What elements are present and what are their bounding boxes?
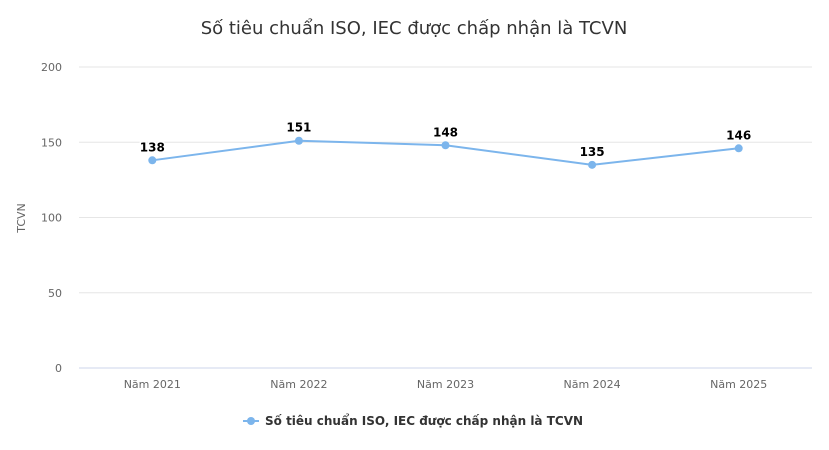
y-axis-label: TCVN — [15, 203, 28, 234]
legend[interactable]: Số tiêu chuẩn ISO, IEC được chấp nhận là… — [243, 413, 583, 428]
x-tick-label: Năm 2024 — [564, 378, 621, 391]
gridlines — [79, 66, 812, 369]
y-tick-label: 200 — [41, 61, 62, 74]
legend-marker-icon — [247, 417, 255, 425]
y-tick-label: 100 — [41, 212, 62, 225]
y-tick-label: 150 — [41, 136, 62, 149]
x-tick-label: Năm 2021 — [124, 378, 181, 391]
chart-title: Số tiêu chuẩn ISO, IEC được chấp nhận là… — [201, 18, 628, 39]
data-point[interactable] — [441, 141, 450, 150]
data-labels: 138 151 148 135 146 — [138, 119, 752, 160]
data-point[interactable] — [588, 160, 597, 169]
data-point[interactable] — [734, 144, 743, 153]
x-axis-ticks: Năm 2021 Năm 2022 Năm 2023 Năm 2024 Năm 2025 — [124, 378, 768, 391]
y-tick-label: 0 — [55, 362, 62, 375]
series-line — [148, 136, 743, 169]
x-tick-label: Năm 2025 — [710, 378, 767, 391]
data-label: 148 — [433, 125, 458, 139]
y-tick-label: 50 — [48, 287, 62, 300]
legend-item[interactable]: Số tiêu chuẩn ISO, IEC được chấp nhận là… — [265, 413, 583, 428]
data-label: 146 — [726, 128, 751, 142]
x-tick-label: Năm 2022 — [270, 378, 327, 391]
y-axis-ticks: 0 50 100 150 200 — [41, 61, 62, 375]
data-label: 138 — [140, 140, 165, 154]
data-point[interactable] — [294, 136, 303, 145]
data-label: 135 — [580, 145, 605, 159]
data-label: 151 — [286, 121, 311, 135]
x-tick-label: Năm 2023 — [417, 378, 474, 391]
data-point[interactable] — [148, 156, 157, 165]
